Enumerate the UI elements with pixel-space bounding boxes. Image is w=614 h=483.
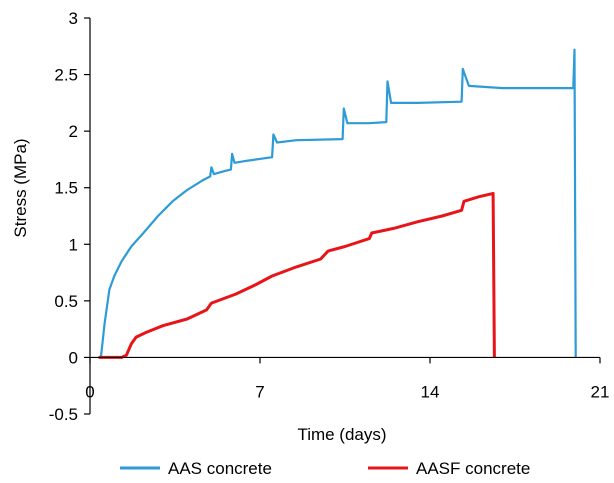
x-tick-label: 0: [85, 382, 94, 401]
y-tick-label: 0: [69, 348, 78, 367]
y-axis-ticks: -0.5 0 0.5 1 1.5 2 2.5 3: [49, 9, 90, 424]
plot-lines: [98, 48, 577, 359]
y-tick-label: 1.5: [54, 179, 78, 198]
legend: AAS concrete AASF concrete: [120, 459, 530, 478]
legend-label-aasf: AASF concrete: [416, 459, 530, 478]
y-tick-label: 3: [69, 9, 78, 28]
y-tick-label: 2.5: [54, 66, 78, 85]
y-tick-label: 0.5: [54, 292, 78, 311]
series-line-aasf: [98, 191, 496, 359]
legend-label-aas: AAS concrete: [168, 459, 272, 478]
y-tick-label: -0.5: [49, 405, 78, 424]
x-tick-label: 7: [255, 382, 264, 401]
x-axis-title: Time (days): [297, 425, 386, 444]
series-line-aas: [99, 48, 577, 358]
x-tick-label: 21: [591, 382, 610, 401]
x-axis-ticks: 0 7 14 21: [85, 357, 609, 401]
y-tick-label: 2: [69, 122, 78, 141]
x-tick-label: 14: [421, 382, 440, 401]
y-axis-title: Stress (MPa): [11, 138, 30, 237]
y-tick-label: 1: [69, 235, 78, 254]
